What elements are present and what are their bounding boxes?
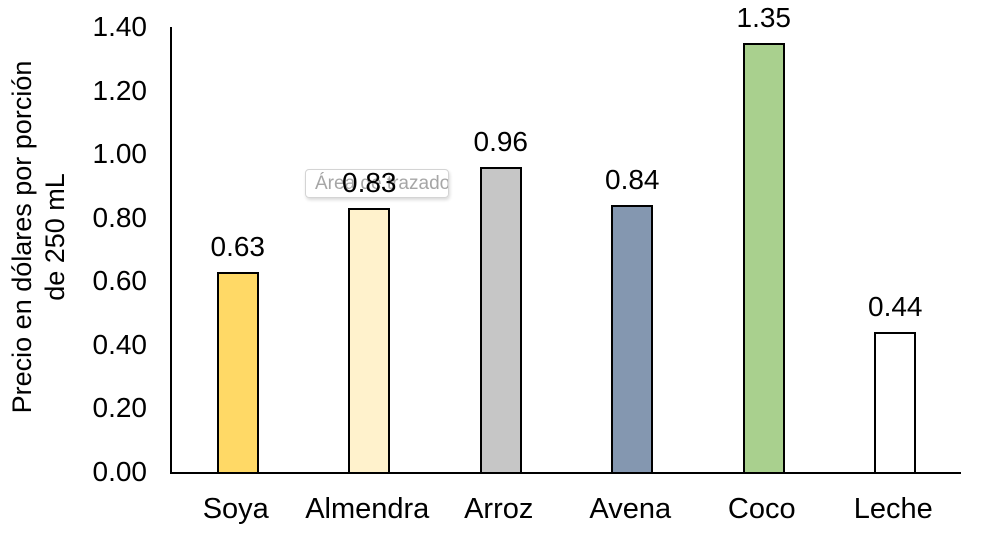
bar-arroz[interactable] xyxy=(479,166,522,472)
plot-area[interactable]: 0.63 0.83 0.96 0.84 1.35 0.44 xyxy=(170,2,961,474)
x-tick-label: Soya xyxy=(202,493,269,525)
plot-area-tooltip: Área de trazado xyxy=(305,169,449,198)
y-tick-label: 0.20 xyxy=(92,392,148,424)
y-axis-title: Precio en dólares por porción de 250 mL xyxy=(6,61,72,414)
y-tick-label: 1.20 xyxy=(92,74,148,106)
bar-value-label: 0.83 xyxy=(342,167,397,199)
y-axis-title-line1: Precio en dólares por porción xyxy=(7,60,37,414)
bar-almendra[interactable] xyxy=(348,208,391,472)
y-tick-label: 1.00 xyxy=(92,138,148,170)
bar-value-label: 1.35 xyxy=(736,1,792,33)
y-tick-label: 0.80 xyxy=(92,201,148,233)
bar-soya[interactable] xyxy=(216,271,259,472)
x-tick-label: Arroz xyxy=(464,493,534,525)
y-tick-label: 0.60 xyxy=(92,265,148,297)
x-tick-label: Almendra xyxy=(305,493,430,525)
x-tick-label: Leche xyxy=(853,493,933,525)
x-tick-label: Avena xyxy=(589,493,672,525)
bar-value-label: 0.44 xyxy=(868,291,923,323)
y-tick-label: 0.40 xyxy=(92,328,148,360)
bar-value-label: 0.63 xyxy=(210,230,266,262)
y-tick-label: 0.00 xyxy=(92,456,148,487)
bar-value-label: 0.84 xyxy=(605,164,660,195)
y-tick-label: 1.40 xyxy=(92,11,148,42)
bar-avena[interactable] xyxy=(611,205,654,472)
bar-leche[interactable] xyxy=(874,332,917,472)
x-tick-label: Coco xyxy=(727,493,796,525)
tooltip-text: Área de trazado xyxy=(315,173,449,194)
bar-value-label: 0.96 xyxy=(473,125,529,157)
y-axis-title-line2: de 250 mL xyxy=(40,173,70,301)
bar-coco[interactable] xyxy=(742,42,785,472)
